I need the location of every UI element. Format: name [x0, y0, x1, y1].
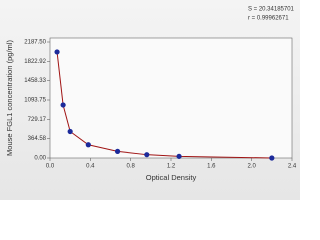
point	[85, 142, 91, 148]
annotation: S = 20.34185701	[248, 7, 295, 13]
point	[60, 102, 66, 108]
x-axis-label: Optical Density	[146, 173, 197, 182]
y-axis-label: Mouse FGL1 concentration (pg/ml)	[5, 40, 14, 156]
point	[54, 49, 60, 55]
x-tick-label: 2.4	[288, 164, 297, 170]
point	[67, 128, 73, 135]
y-tick-label: 364.58	[28, 136, 47, 142]
x-tick-label: 0.4	[86, 164, 95, 170]
x-tick-label: 2.0	[247, 164, 256, 170]
point	[176, 153, 182, 159]
y-tick-label: 0.00	[34, 156, 46, 162]
y-tick-label: 1822.92	[24, 59, 46, 65]
annotation: r = 0.99962671	[248, 16, 289, 22]
fit-curve	[56, 51, 272, 159]
y-tick-label: 729.17	[28, 117, 47, 123]
point	[114, 148, 121, 154]
y-tick-label: 1458.33	[24, 78, 46, 84]
y-tick-label: 2187.50	[24, 40, 46, 46]
plot-area	[49, 37, 293, 159]
point	[144, 152, 150, 158]
point	[269, 155, 275, 161]
x-tick-label: 1.2	[167, 164, 176, 170]
x-tick-label: 1.6	[207, 164, 216, 170]
y-tick-label: 1093.75	[24, 98, 46, 104]
x-tick-label: 0.0	[46, 164, 55, 170]
x-tick-label: 0.8	[126, 164, 135, 170]
chart: Optical Density Mouse FGL1 concentration…	[0, 0, 300, 200]
